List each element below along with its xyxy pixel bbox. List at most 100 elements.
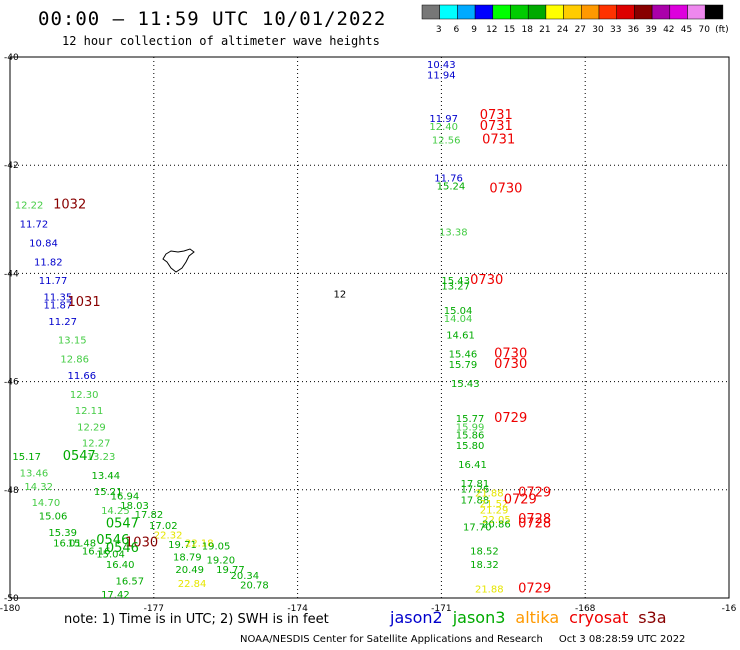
wave-height-point: 14.32 [24, 482, 53, 493]
wave-height-point: 20.86 [482, 520, 511, 531]
footnote: note: 1) Time is in UTC; 2) SWH is in fe… [64, 612, 329, 627]
pass-time-label: 0731 [482, 133, 515, 148]
wave-height-point: 22.84 [178, 579, 207, 590]
chart-title: 00:00 – 11:59 UTC 10/01/2022 [38, 8, 387, 30]
wave-height-point: 11.82 [34, 257, 63, 268]
wave-height-point: 16.94 [111, 491, 140, 502]
pass-time-label: 0730 [470, 273, 503, 288]
colorbar-label: 15 [504, 25, 515, 35]
colorbar-label: 27 [575, 25, 586, 35]
wave-height-point: 13.46 [20, 468, 49, 479]
wave-height-point: 11.94 [427, 71, 456, 82]
colorbar-label: 36 [628, 25, 640, 35]
wave-height-point: 16.57 [115, 576, 144, 587]
wave-height-point: 15.79 [449, 360, 478, 371]
wave-height-point: 13.44 [91, 471, 120, 482]
wave-height-point: 11.76 [434, 173, 463, 184]
wave-height-point: 16.40 [106, 560, 135, 571]
pass-time-label: 1032 [53, 197, 86, 212]
colorbar-label: 12 [486, 25, 497, 35]
color-scale-legend: 3 6 9 12 15 18 21 24 27 30 33 36 39 42 45 70 (ft) [421, 4, 729, 35]
wave-height-point: 21.88 [475, 488, 504, 499]
wave-height-point: 18.32 [470, 560, 499, 571]
wave-height-point: 18.52 [470, 547, 499, 558]
legend-entry-s3a: s3a [638, 608, 667, 627]
wave-height-point: 11.66 [68, 371, 97, 382]
y-tick-label: -48 [4, 486, 19, 496]
pass-time-label: 0729 [518, 485, 551, 500]
wave-height-point: 16.16 [82, 547, 111, 558]
colorbar-swatch [704, 4, 724, 20]
colorbar-label: 18 [521, 25, 533, 35]
wave-height-point: 14.70 [32, 498, 61, 509]
wave-height-point: 17.88 [461, 495, 490, 506]
wave-height-point: 12.56 [432, 136, 461, 147]
wave-height-point: 17.70 [463, 522, 492, 533]
wave-height-point: 10.84 [29, 238, 58, 249]
colorbar-label: 70 [698, 25, 710, 35]
pass-time-label: 1031 [68, 295, 101, 310]
wave-height-point: 17.81 [461, 479, 490, 490]
wave-height-point: 14.04 [444, 314, 473, 325]
wave-height-point: 10.43 [427, 60, 456, 71]
wave-height-point: 22.05 [482, 515, 511, 526]
pass-time-label: 0546 [106, 541, 139, 556]
satellite-legend: jason2 jason3 altika cryosat s3a [390, 608, 677, 627]
pass-time-label: 0546 [96, 533, 129, 548]
wave-height-point: 15.21 [94, 487, 123, 498]
wave-height-point: 15.99 [456, 422, 485, 433]
colorbar-label: 39 [645, 25, 657, 35]
wave-height-point: 12 [334, 290, 347, 301]
pass-time-label: 0729 [494, 411, 527, 426]
x-tick-label: -171 [431, 604, 451, 614]
colorbar-label: 6 [454, 25, 460, 35]
pass-time-label: 0728 [518, 512, 551, 527]
legend-entry-jason3: jason3 [452, 608, 506, 627]
wave-height-point: 17.82 [135, 510, 164, 521]
x-tick-label: -180 [0, 604, 20, 614]
pass-time-label: 0730 [494, 346, 527, 361]
wave-height-point: 15.86 [456, 430, 485, 441]
wave-height-point: 12.22 [15, 200, 44, 211]
wave-height-point: 14.25 [101, 506, 130, 517]
wave-height-point: 17.02 [149, 521, 178, 532]
wave-height-point: 13.23 [87, 452, 116, 463]
wave-height-point: 13.15 [58, 336, 87, 347]
wave-height-point: 19.05 [202, 541, 231, 552]
pass-time-label: 0729 [518, 582, 551, 597]
wave-height-point: 15.48 [68, 539, 97, 550]
wave-height-point: 12.86 [60, 355, 89, 366]
wave-height-point: 20.49 [175, 565, 204, 576]
wave-height-point: 22.18 [185, 538, 214, 549]
legend-entry-altika: altika [515, 608, 560, 627]
colorbar-label: 9 [471, 25, 477, 35]
pass-time-label: 0731 [480, 119, 513, 134]
wave-height-point: 17.42 [101, 590, 130, 601]
wave-height-point: 21.88 [475, 585, 504, 596]
wave-height-point: 15.77 [456, 414, 485, 425]
wave-height-point: 22.32 [154, 530, 183, 541]
x-tick-label: -16 [722, 604, 737, 614]
pass-time-label: 0730 [489, 181, 522, 196]
colorbar-label: 21 [539, 25, 550, 35]
wave-height-point: 12.27 [82, 439, 111, 450]
credit-text: NOAA/NESDIS Center for Satellite Applica… [240, 634, 543, 645]
y-tick-label: -44 [4, 269, 19, 279]
pass-time-label: 0728 [518, 517, 551, 532]
pass-time-label: 0547 [106, 517, 139, 532]
island-shape [162, 248, 195, 273]
legend-entry-jason2: jason2 [390, 608, 443, 627]
colorbar-label: 3 [436, 25, 442, 35]
x-tick-label: -168 [575, 604, 596, 614]
generation-timestamp: Oct 3 08:28:59 UTC 2022 [558, 634, 686, 645]
wave-height-point: 21.29 [480, 505, 509, 516]
y-tick-label: -50 [4, 594, 19, 604]
wave-height-point: 15.43 [441, 276, 470, 287]
colorbar-label: 24 [557, 25, 569, 35]
colorbar-label: 45 [681, 25, 692, 35]
y-tick-label: -46 [4, 378, 19, 388]
wave-height-point: 15.17 [12, 452, 41, 463]
pass-time-label: 0729 [504, 492, 537, 507]
